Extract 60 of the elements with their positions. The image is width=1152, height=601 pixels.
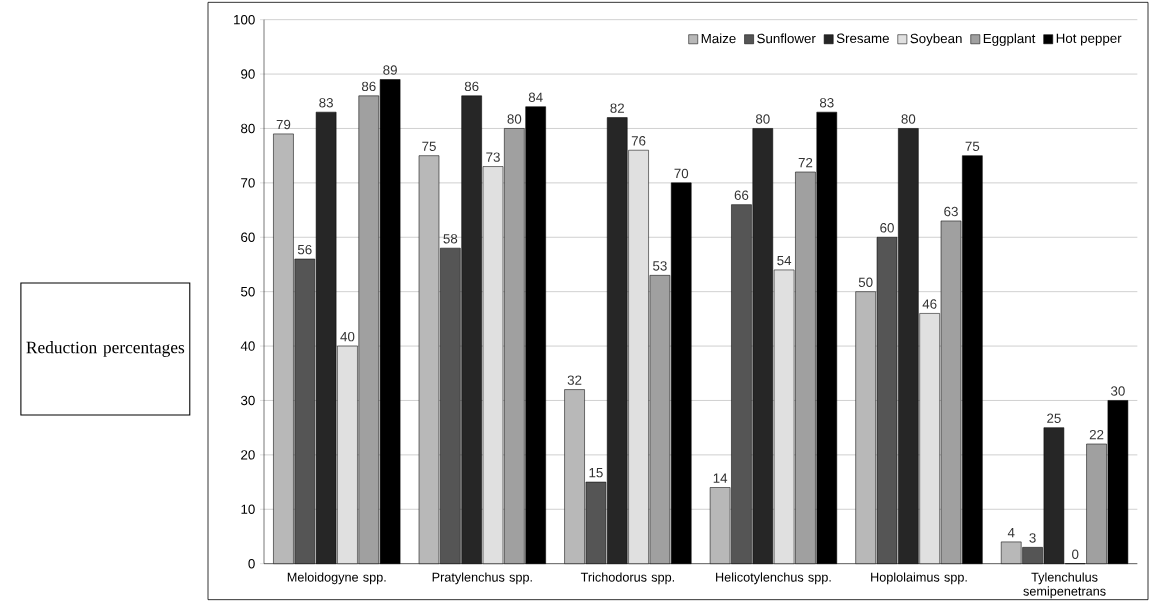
data-label: 22 bbox=[1089, 429, 1104, 440]
y-tick-label: 50 bbox=[241, 286, 255, 297]
y-tick-label: 100 bbox=[234, 14, 255, 25]
data-label: 84 bbox=[528, 92, 543, 102]
data-label: 63 bbox=[944, 206, 958, 217]
y-tick-label: 60 bbox=[241, 232, 255, 242]
x-tick-label: Pratylenchus spp. bbox=[432, 572, 532, 585]
data-label: 3 bbox=[1029, 533, 1036, 543]
legend-label: Sresame bbox=[836, 33, 889, 44]
y-tick-label: 70 bbox=[241, 178, 255, 188]
legend-label: Maize bbox=[701, 33, 736, 44]
data-label: 40 bbox=[340, 331, 355, 342]
data-label: 70 bbox=[674, 168, 689, 179]
data-label: 4 bbox=[1007, 528, 1015, 538]
y-tick-label: 40 bbox=[240, 341, 255, 351]
y-tick-label: 80 bbox=[241, 123, 255, 134]
data-label: 76 bbox=[631, 136, 646, 146]
data-label: 32 bbox=[567, 375, 582, 385]
x-tick-label: Trichodorus spp. bbox=[580, 572, 675, 585]
data-label: 80 bbox=[901, 114, 916, 124]
data-label: 0 bbox=[1072, 549, 1079, 559]
y-tick-label: 10 bbox=[241, 504, 255, 514]
data-label: 53 bbox=[653, 261, 667, 271]
data-label: 75 bbox=[422, 141, 436, 151]
y-axis-title: Reduction percentages bbox=[26, 341, 185, 357]
x-tick-label: Hoplolaimus spp. bbox=[871, 572, 967, 585]
y-tick-label: 20 bbox=[241, 450, 255, 460]
data-label: 14 bbox=[713, 473, 728, 483]
y-tick-label: 90 bbox=[241, 69, 255, 79]
legend-label: Eggplant bbox=[983, 33, 1036, 46]
x-tick-label: Helicotylenchus spp. bbox=[716, 572, 831, 585]
data-label: 25 bbox=[1047, 413, 1061, 423]
x-tick-label: Tylenchulus semipenetrans bbox=[1023, 572, 1106, 599]
y-tick-label: 30 bbox=[240, 395, 255, 406]
data-label: 86 bbox=[361, 81, 376, 92]
data-label: 46 bbox=[922, 299, 937, 309]
data-label: 86 bbox=[464, 81, 479, 92]
data-label: 72 bbox=[798, 157, 813, 168]
data-label: 30 bbox=[1110, 386, 1125, 396]
data-label: 60 bbox=[880, 223, 894, 233]
y-tick-label: 0 bbox=[248, 558, 255, 569]
legend-label: Sunflower bbox=[757, 33, 816, 44]
data-label: 83 bbox=[819, 98, 834, 108]
data-label: 58 bbox=[443, 234, 458, 244]
data-label: 79 bbox=[276, 119, 291, 130]
data-label: 80 bbox=[755, 114, 770, 124]
data-label: 54 bbox=[777, 255, 792, 266]
x-tick-label: Meloidogyne spp. bbox=[287, 572, 386, 585]
data-label: 89 bbox=[383, 65, 397, 75]
legend-label: Hot pepper bbox=[1056, 33, 1122, 46]
data-label: 83 bbox=[319, 98, 333, 108]
data-label: 50 bbox=[858, 277, 873, 287]
data-label: 66 bbox=[734, 190, 749, 200]
data-label: 82 bbox=[610, 103, 624, 113]
legend-label: Soybean bbox=[910, 33, 962, 46]
data-label: 80 bbox=[507, 114, 522, 124]
data-label: 73 bbox=[486, 152, 500, 162]
data-label: 15 bbox=[589, 468, 603, 478]
data-label: 56 bbox=[297, 244, 312, 255]
data-label: 75 bbox=[965, 141, 980, 151]
